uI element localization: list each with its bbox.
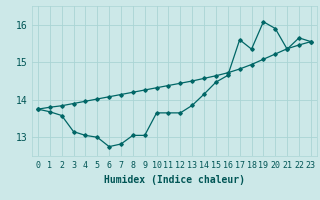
X-axis label: Humidex (Indice chaleur): Humidex (Indice chaleur) [104,175,245,185]
